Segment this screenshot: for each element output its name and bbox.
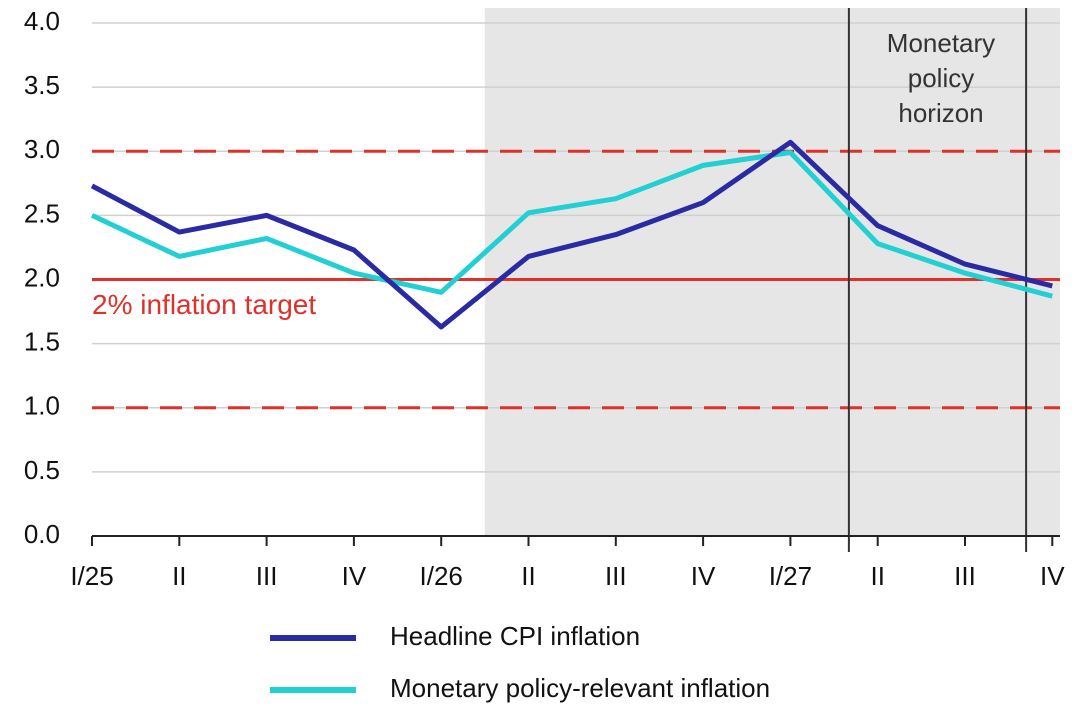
series-line bbox=[90, 150, 1053, 299]
x-tick-label: I/26 bbox=[420, 561, 463, 591]
x-tick-label: I/25 bbox=[70, 561, 113, 591]
x-tick-label: II bbox=[172, 561, 186, 591]
y-tick-label: 3.0 bbox=[24, 134, 60, 164]
annotation: Monetary policy horizon bbox=[886, 28, 996, 128]
y-tick-label: 4.0 bbox=[24, 6, 60, 36]
y-tick-label: 3.5 bbox=[24, 70, 60, 100]
x-tick-label: III bbox=[605, 561, 627, 591]
series-line bbox=[90, 139, 1053, 330]
x-tick-label: II bbox=[870, 561, 884, 591]
x-tick-label: IV bbox=[342, 561, 367, 591]
x-tick-label: IV bbox=[1040, 561, 1065, 591]
x-tick-label: II bbox=[521, 561, 535, 591]
y-tick-label: 0.5 bbox=[24, 455, 60, 485]
y-tick-label: 2.5 bbox=[24, 198, 60, 228]
legend-label: Headline CPI inflation bbox=[390, 621, 640, 651]
legend-label: Monetary policy-relevant inflation bbox=[390, 673, 770, 703]
y-tick-label: 1.0 bbox=[24, 391, 60, 421]
y-tick-label: 1.5 bbox=[24, 327, 60, 357]
y-tick-label: 0.0 bbox=[24, 519, 60, 549]
reference-label: 2% inflation target bbox=[92, 289, 316, 320]
x-tick-label: IV bbox=[691, 561, 716, 591]
x-tick-label: III bbox=[256, 561, 278, 591]
y-tick-label: 2.0 bbox=[24, 262, 60, 292]
x-tick-label: I/27 bbox=[769, 561, 812, 591]
x-tick-label: III bbox=[954, 561, 976, 591]
